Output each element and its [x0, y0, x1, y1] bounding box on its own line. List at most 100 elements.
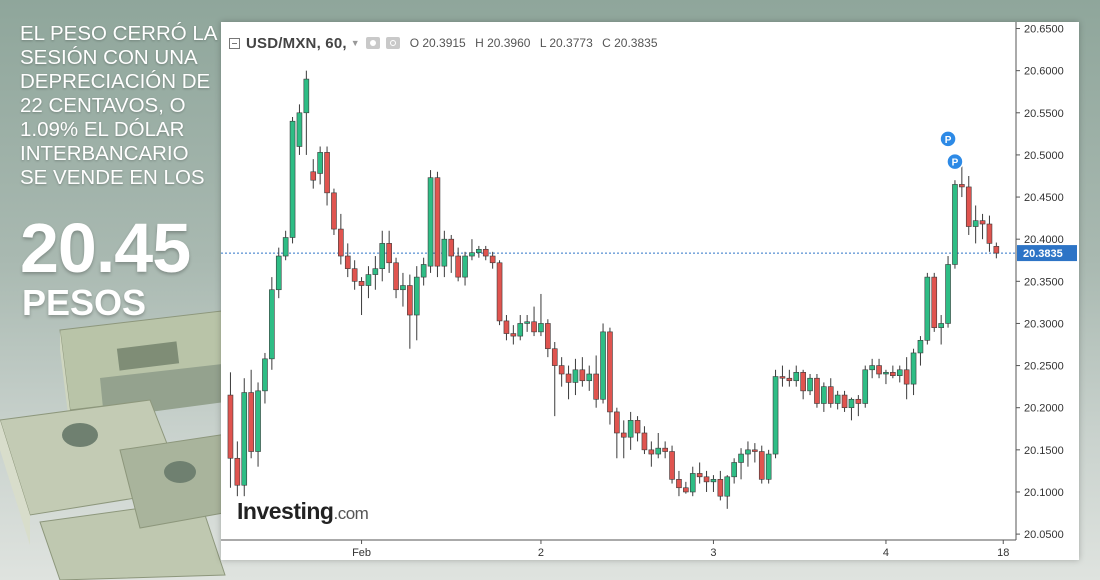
candle-body: [386, 243, 392, 264]
headline-line: INTERBANCARIO: [20, 142, 189, 165]
headline-line: 22 CENTAVOS, O: [20, 94, 186, 117]
chart-legend: USD/MXN, 60, ▼ O 20.3915 H 20.3960 L 20.…: [229, 33, 664, 53]
candle-body: [959, 184, 965, 188]
candle-body: [434, 177, 441, 267]
candle-body: [427, 177, 434, 267]
logo-brand: Investing: [237, 498, 334, 524]
candle-body: [827, 386, 834, 404]
last-price-label: 20.3835: [1023, 248, 1063, 260]
high-value: H 20.3960: [475, 36, 531, 50]
candle-body: [551, 348, 558, 366]
candle-body: [462, 255, 468, 278]
candle-body: [448, 238, 455, 257]
y-tick-label: 20.3000: [1024, 318, 1064, 330]
candle-body: [986, 223, 993, 244]
candle-body: [400, 285, 406, 291]
candle-body: [269, 289, 275, 360]
headline: EL PESO CERRÓ LA SESIÓN CON UNA DEPRECIA…: [20, 22, 220, 190]
y-tick-label: 20.2500: [1024, 361, 1064, 373]
pivot-marker-label: P: [945, 135, 952, 146]
candle-body: [938, 323, 944, 328]
candle-body: [648, 449, 655, 455]
candle-body: [407, 285, 413, 316]
candle-body: [676, 479, 682, 489]
candle-body: [303, 78, 310, 114]
candle-body: [565, 373, 572, 383]
investing-logo: Investing.com: [237, 498, 369, 525]
headline-line: SESIÓN CON UNA: [20, 46, 198, 69]
candle-body: [344, 255, 351, 269]
candle-body: [862, 369, 869, 404]
symbol-label[interactable]: USD/MXN, 60,: [246, 34, 347, 52]
candle-body: [482, 248, 489, 257]
candle-body: [807, 377, 813, 392]
headline-line: 1.09% EL DÓLAR: [20, 118, 185, 141]
candlestick-plot[interactable]: 20.6500 20.6000 20.5500 20.5000 20.4500 20.40…: [221, 22, 1079, 560]
candle-body: [683, 487, 689, 493]
candle-body: [538, 323, 544, 333]
y-tick-label: 20.5000: [1024, 150, 1064, 162]
candle-body: [772, 376, 779, 455]
y-tick-label: 20.3500: [1024, 276, 1064, 288]
last-price-tag: [1017, 245, 1077, 262]
x-tick-label: 3: [710, 547, 716, 559]
x-tick-label: 2: [538, 547, 544, 559]
candle-body: [855, 398, 862, 404]
x-tick-label: Feb: [352, 547, 371, 559]
candle-body: [296, 112, 303, 147]
headline-unit: PESOS: [22, 282, 147, 323]
y-tick-label: 20.4000: [1024, 234, 1064, 246]
candle-body: [248, 392, 254, 452]
pivot-marker: [946, 152, 964, 171]
pivot-marker-label: P: [952, 158, 959, 169]
gear-icon[interactable]: [385, 37, 400, 49]
candle-body: [420, 264, 427, 278]
candle-body: [545, 323, 551, 350]
candle-body: [834, 394, 841, 404]
y-tick-label: 20.1000: [1024, 487, 1064, 499]
candle-body: [752, 449, 758, 452]
candle-body: [262, 358, 268, 392]
x-tick-label: 4: [883, 547, 889, 559]
price-chart[interactable]: 20.6500 20.6000 20.5500 20.5000 20.4500 20.40…: [221, 22, 1079, 560]
y-tick-label: 20.5500: [1024, 108, 1064, 120]
candle-body: [896, 369, 903, 376]
candle-body: [917, 339, 924, 354]
y-tick-label: 20.6500: [1024, 24, 1064, 36]
headline-line: DEPRECIACIÓN DE: [20, 70, 211, 93]
candle-body: [489, 255, 496, 264]
candle-body: [965, 186, 972, 227]
eye-icon[interactable]: [365, 37, 380, 49]
candle-body: [931, 276, 938, 328]
candle-body: [634, 420, 641, 434]
candle-body: [821, 386, 827, 404]
candle-body: [945, 264, 951, 324]
y-tick-label: 20.0500: [1024, 529, 1064, 541]
candle-body: [372, 268, 379, 275]
headline-price: 20.45: [20, 209, 191, 287]
candle-body: [814, 377, 820, 404]
candle-body: [275, 255, 282, 291]
candle-body: [786, 377, 793, 382]
ohlc-values: O 20.3915 H 20.3960 L 20.3773 C 20.3835: [410, 36, 664, 50]
candle-body: [890, 372, 896, 376]
y-tick-label: 20.2000: [1024, 403, 1064, 415]
logo-domain: .com: [333, 504, 369, 523]
candle-body: [800, 372, 806, 392]
candle-body: [234, 457, 241, 486]
y-tick-label: 20.6000: [1024, 66, 1064, 78]
collapse-icon[interactable]: [229, 37, 240, 49]
candle-body: [289, 120, 296, 238]
candle-body: [620, 432, 627, 438]
money-stack-front: [0, 399, 240, 580]
candle-body: [379, 243, 386, 269]
candle-body: [476, 248, 482, 253]
candle-body: [765, 453, 772, 480]
candle-body: [903, 369, 910, 385]
chevron-down-icon[interactable]: ▼: [350, 38, 360, 48]
candle-body: [510, 333, 517, 337]
candle-body: [441, 238, 448, 267]
candle-body: [517, 323, 524, 337]
candle-body: [993, 246, 1000, 254]
candle-body: [469, 252, 475, 257]
